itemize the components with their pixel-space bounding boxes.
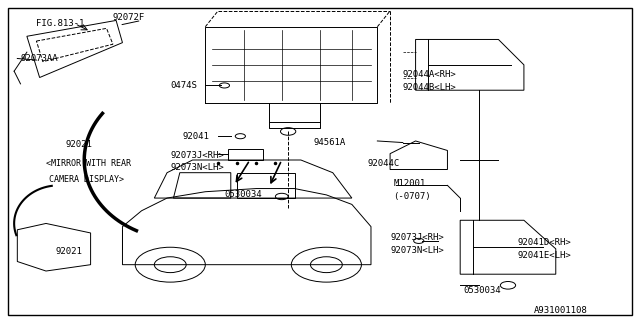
Text: (-0707): (-0707) <box>394 192 431 201</box>
Text: A931001108: A931001108 <box>534 306 588 315</box>
Text: 92021: 92021 <box>56 247 83 257</box>
Text: 92072F: 92072F <box>113 13 145 22</box>
Text: 92073N<LH>: 92073N<LH> <box>170 164 224 172</box>
Text: 92044A<RH>: 92044A<RH> <box>403 70 456 79</box>
Text: 0474S: 0474S <box>170 81 197 90</box>
Text: FIG.813-1: FIG.813-1 <box>36 19 85 28</box>
Text: 92073AA: 92073AA <box>20 54 58 63</box>
Text: 92021: 92021 <box>65 140 92 148</box>
Text: 92073J<RH>: 92073J<RH> <box>170 151 224 160</box>
Text: 94561A: 94561A <box>314 138 346 147</box>
Text: 92041E<LH>: 92041E<LH> <box>518 251 572 260</box>
Text: 92041D<RH>: 92041D<RH> <box>518 238 572 247</box>
Text: 92044C: 92044C <box>368 159 400 168</box>
Text: 92073N<LH>: 92073N<LH> <box>390 246 444 255</box>
Text: 92073J<RH>: 92073J<RH> <box>390 233 444 242</box>
Text: 0530034: 0530034 <box>463 285 501 295</box>
Text: <MIRROR WITH REAR: <MIRROR WITH REAR <box>46 159 131 168</box>
Text: M12001: M12001 <box>394 179 426 188</box>
Text: CAMERA DISPLAY>: CAMERA DISPLAY> <box>49 174 124 184</box>
Text: 92044B<LH>: 92044B<LH> <box>403 83 456 92</box>
Text: 92041: 92041 <box>183 132 210 141</box>
Text: 0530034: 0530034 <box>225 190 262 199</box>
